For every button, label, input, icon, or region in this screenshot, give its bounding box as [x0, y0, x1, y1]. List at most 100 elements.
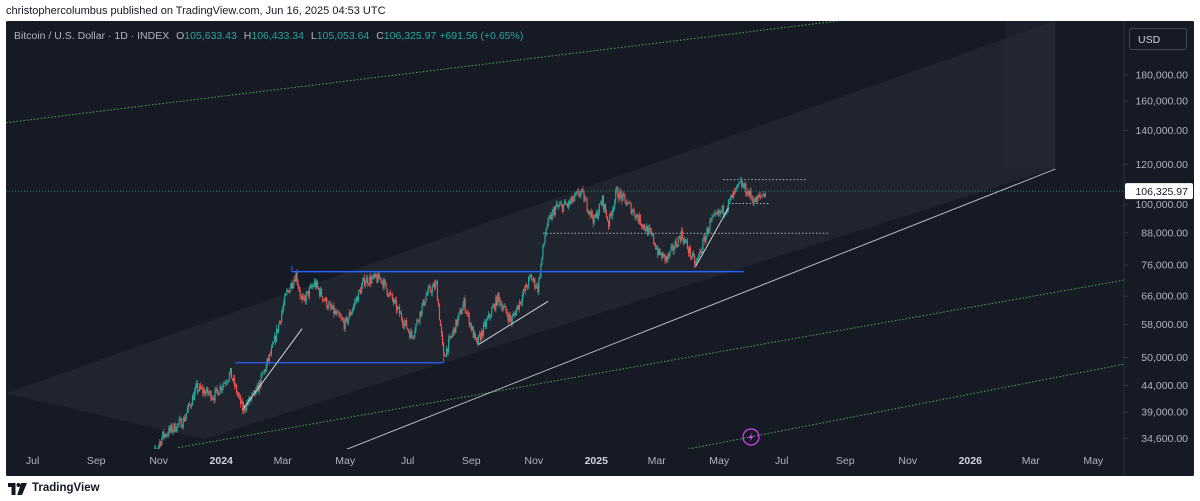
symbol-name[interactable]: Bitcoin / U.S. Dollar · 1D · INDEX	[14, 30, 170, 42]
candle-body	[409, 332, 411, 338]
candle-body	[183, 418, 185, 422]
candle-body	[316, 281, 319, 288]
candle-body	[281, 313, 283, 322]
candle-body	[323, 299, 325, 301]
candle-body	[354, 301, 357, 303]
candle-body	[296, 272, 298, 283]
candle-body	[499, 298, 501, 306]
candle-body	[689, 247, 692, 257]
candle-body	[529, 276, 531, 278]
candle-body	[542, 245, 544, 258]
candle-body	[687, 248, 690, 254]
candle-body	[572, 196, 574, 202]
candle-body	[670, 246, 672, 251]
candle-body	[427, 287, 429, 293]
candle-body	[239, 395, 241, 397]
candle-body	[716, 213, 718, 215]
candle-body	[530, 275, 532, 277]
candle-body	[175, 430, 177, 432]
candle-body	[404, 322, 406, 327]
candle-body	[584, 198, 586, 202]
candle-body	[268, 353, 270, 361]
candle-body	[209, 391, 211, 394]
time-tick-label: May	[709, 455, 730, 467]
candle-body	[329, 303, 331, 305]
candle-body	[549, 215, 551, 218]
candle-body	[634, 215, 636, 219]
candle-body	[231, 378, 234, 381]
price-chart[interactable]: 34,600.00 39,000.00 44,000.00 50,000.00 58,0…	[6, 21, 1194, 476]
candle-body	[180, 418, 182, 428]
candle-body	[199, 385, 201, 391]
candle-body	[418, 321, 420, 322]
candle-body	[184, 417, 186, 422]
candle-body	[289, 288, 291, 293]
candle-body	[654, 242, 656, 246]
footer-brand[interactable]: TradingView	[32, 482, 100, 494]
candle-body	[297, 282, 299, 287]
candle-body	[690, 256, 693, 258]
candle-body	[388, 292, 390, 297]
candle-body	[233, 377, 236, 387]
candle-body	[538, 277, 540, 293]
channel-top-line	[6, 21, 842, 124]
candle-body	[290, 282, 292, 289]
candle-body	[187, 403, 190, 410]
candle-body	[470, 323, 472, 331]
candle-body	[356, 297, 359, 302]
high-label: H	[243, 30, 252, 42]
candle-body	[457, 317, 459, 326]
candle-body	[602, 195, 605, 210]
candle-body	[181, 427, 183, 428]
candle-body	[657, 248, 659, 255]
candle-body	[493, 304, 495, 308]
candle-body	[339, 315, 341, 317]
time-tick-label: Sep	[87, 455, 106, 467]
candle-body	[306, 291, 308, 293]
candle-body	[162, 431, 164, 439]
price-tick-label: 160,000.00	[1135, 95, 1188, 107]
candle-body	[759, 194, 761, 196]
candle-body	[623, 193, 625, 195]
candle-body	[594, 215, 596, 218]
tradingview-logo-icon[interactable]	[8, 483, 28, 495]
candle-body	[453, 327, 455, 332]
candle-body	[624, 194, 626, 200]
candle-body	[636, 214, 638, 218]
candle-body	[631, 210, 633, 214]
candle-body	[182, 418, 184, 428]
candle-body	[226, 381, 228, 383]
candle-body	[648, 227, 651, 230]
candle-body	[684, 239, 687, 242]
candle-body	[454, 327, 456, 333]
candle-body	[465, 311, 467, 313]
candle-body	[269, 353, 271, 355]
candle-body	[564, 201, 567, 205]
candle-body	[606, 217, 609, 221]
candle-body	[188, 403, 191, 406]
candle-body	[288, 290, 290, 293]
candle-body	[410, 331, 412, 338]
candle-body	[588, 211, 590, 213]
candle-body	[214, 389, 216, 401]
candle-body	[428, 286, 430, 288]
chart-panel[interactable]: 34,600.00 39,000.00 44,000.00 50,000.00 58,0…	[6, 21, 1194, 476]
candle-body	[435, 281, 437, 284]
candle-body	[462, 305, 464, 311]
candle-body	[764, 193, 766, 197]
candle-body	[332, 305, 334, 309]
candle-body	[752, 198, 754, 204]
candle-body	[206, 387, 208, 393]
candle-body	[575, 193, 577, 195]
candle-body	[466, 312, 468, 314]
candle-body	[292, 285, 294, 288]
time-tick-label: Nov	[524, 455, 543, 467]
candle-body	[507, 315, 509, 322]
candle-body	[450, 336, 452, 338]
currency-button[interactable]: USD	[1129, 28, 1187, 50]
candle-body	[433, 283, 435, 289]
candle-body	[333, 305, 335, 315]
candle-body	[635, 214, 637, 219]
last-price-label: 106,325.97	[1135, 186, 1188, 198]
candle-body	[705, 235, 707, 243]
